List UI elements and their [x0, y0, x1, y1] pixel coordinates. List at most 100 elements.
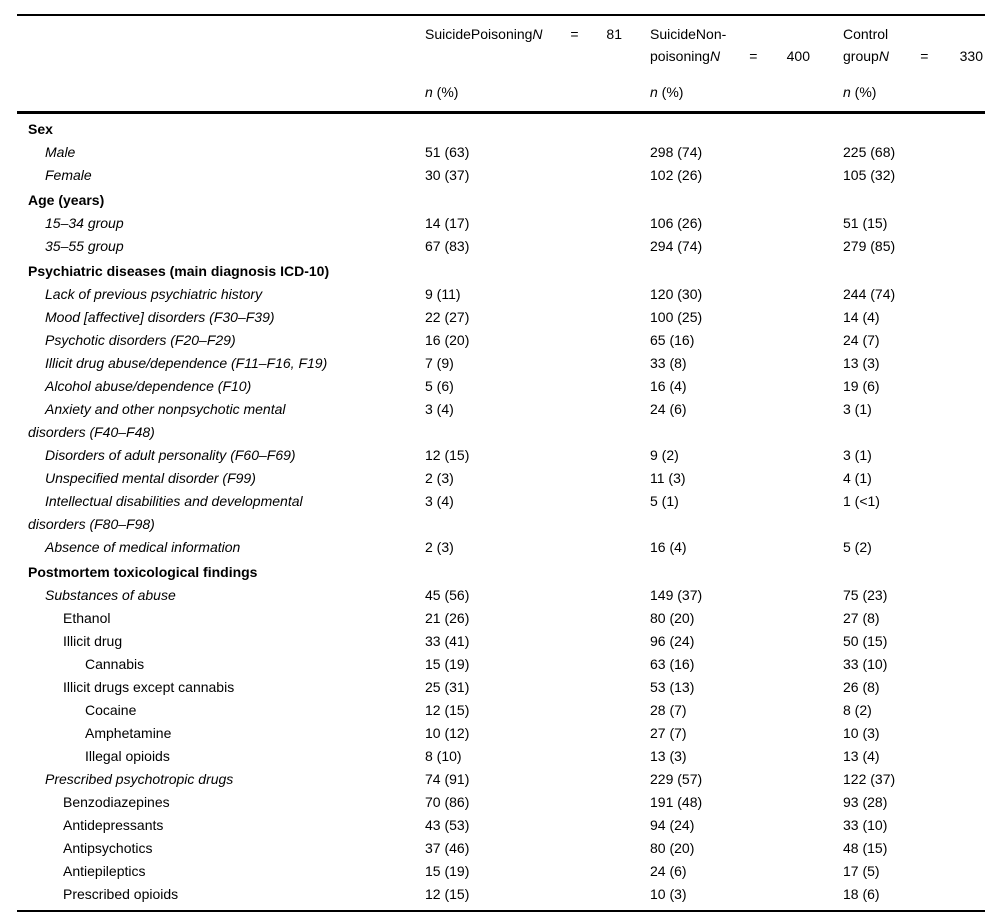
row-label: Illicit drugs except cannabis — [17, 676, 425, 699]
cell-suicide-nonpoisoning: 191 (48) — [650, 794, 703, 810]
row-label-text: Prescribed psychotropic drugs — [45, 771, 234, 787]
row-label-text: Antidepressants — [63, 817, 164, 833]
row-label: Amphetamine — [17, 722, 425, 745]
row-label: Cocaine — [17, 699, 425, 722]
cell-suicide-poisoning: 30 (37) — [425, 167, 470, 183]
group-count: 400 — [786, 48, 810, 64]
cell-control-group: 51 (15) — [843, 215, 888, 231]
row-label: Psychotic disorders (F20–F29) — [17, 329, 425, 352]
col-header-line: poisoningN = 400 — [650, 45, 810, 67]
table-row: Age (years) — [17, 189, 985, 212]
table-row: Antidepressants 43 (53) 94 (24) 33 (10) — [17, 814, 985, 837]
cell-control-group: 93 (28) — [843, 794, 888, 810]
row-label-text: Disorders of adult personality (F60–F69) — [45, 447, 296, 463]
cell-control-group: 14 (4) — [843, 309, 880, 325]
row-label: Antipsychotics — [17, 837, 425, 860]
cell-control-group — [843, 260, 985, 283]
n-percent-label: n (%) — [843, 81, 985, 103]
cell-suicide-nonpoisoning: 24 (6) — [650, 863, 687, 879]
table-row: Psychotic disorders (F20–F29) 16 (20) 65 (… — [17, 329, 985, 352]
row-label: Intellectual disabilities and developmen… — [17, 490, 425, 536]
table-row: Antiepileptics 15 (19) 24 (6) 17 (5) — [17, 860, 985, 883]
row-label-text: Benzodiazepines — [63, 794, 170, 810]
table-row: Disorders of adult personality (F60–F69)… — [17, 444, 985, 467]
group-name-text: group — [843, 48, 879, 64]
cell-suicide-nonpoisoning: 63 (16) — [650, 656, 695, 672]
cell-control-group: 13 (4) — [843, 748, 880, 764]
cell-control-group: 279 (85) — [843, 238, 896, 254]
table-row: Cannabis 15 (19) 63 (16) 33 (10) — [17, 653, 985, 676]
row-label: Male — [17, 141, 425, 164]
table-row: Cocaine 12 (15) 28 (7) 8 (2) — [17, 699, 985, 722]
group-name: poisoningN — [650, 45, 720, 67]
group-count: 330 — [959, 48, 983, 64]
cell-suicide-nonpoisoning: 16 (4) — [650, 378, 687, 394]
row-label-continuation: disorders (F40–F48) — [28, 424, 155, 440]
cell-control-group: 18 (6) — [843, 886, 880, 902]
table-row: Absence of medical information 2 (3) 16 (4… — [17, 536, 985, 559]
row-label-text: Anxiety and other nonpsychotic mental — [45, 401, 286, 417]
table-row: Lack of previous psychiatric history 9 (1… — [17, 283, 985, 306]
row-label: Illegal opioids — [17, 745, 425, 768]
cell-control-group: 3 (1) — [843, 447, 872, 463]
cell-suicide-poisoning: 2 (3) — [425, 470, 454, 486]
table-row: Amphetamine 10 (12) 27 (7) 10 (3) — [17, 722, 985, 745]
cell-suicide-nonpoisoning: 5 (1) — [650, 493, 679, 509]
row-label: Ethanol — [17, 607, 425, 630]
row-label: Antiepileptics — [17, 860, 425, 883]
cell-control-group: 5 (2) — [843, 539, 872, 555]
table-row: Unspecified mental disorder (F99) 2 (3) 11… — [17, 467, 985, 490]
cell-control-group: 10 (3) — [843, 725, 880, 741]
row-label-text: Intellectual disabilities and developmen… — [45, 493, 303, 509]
cell-suicide-nonpoisoning: 27 (7) — [650, 725, 687, 741]
cell-suicide-nonpoisoning: 53 (13) — [650, 679, 695, 695]
cell-suicide-nonpoisoning: 10 (3) — [650, 886, 687, 902]
cell-control-group: 26 (8) — [843, 679, 880, 695]
row-label: Benzodiazepines — [17, 791, 425, 814]
cell-control-group: 105 (32) — [843, 167, 896, 183]
row-label-text: Sex — [28, 121, 53, 137]
cell-suicide-nonpoisoning: 120 (30) — [650, 286, 703, 302]
row-label-text: Cannabis — [85, 656, 145, 672]
cell-suicide-nonpoisoning: 80 (20) — [650, 840, 695, 856]
row-label: Illicit drug abuse/dependence (F11–F16, … — [17, 352, 425, 375]
cell-suicide-nonpoisoning: 13 (3) — [650, 748, 687, 764]
table-row: Antipsychotics 37 (46) 80 (20) 48 (15) — [17, 837, 985, 860]
col-header-suicide-poisoning: SuicidePoisoningN = 81 — [425, 23, 650, 45]
cell-suicide-poisoning: 22 (27) — [425, 309, 470, 325]
equals-sign: = — [570, 26, 579, 42]
group-name-text: SuicidePoisoning — [425, 26, 533, 42]
row-label-text: Illicit drugs except cannabis — [63, 679, 235, 695]
cell-suicide-poisoning — [425, 561, 650, 584]
row-label-text: Illicit drug abuse/dependence (F11–F16, … — [45, 355, 328, 371]
row-label: Prescribed psychotropic drugs — [17, 768, 425, 791]
row-label: Unspecified mental disorder (F99) — [17, 467, 425, 490]
table-row: Female 30 (37) 102 (26) 105 (32) — [17, 164, 985, 187]
cell-suicide-poisoning: 8 (10) — [425, 748, 462, 764]
cell-control-group: 19 (6) — [843, 378, 880, 394]
row-label-text: Illicit drug — [63, 633, 123, 649]
cell-suicide-poisoning: 12 (15) — [425, 447, 470, 463]
row-label-text: Alcohol abuse/dependence (F10) — [45, 378, 252, 394]
cell-suicide-poisoning: 16 (20) — [425, 332, 470, 348]
cell-suicide-nonpoisoning: 9 (2) — [650, 447, 679, 463]
table-row: Alcohol abuse/dependence (F10) 5 (6) 16 (4… — [17, 375, 985, 398]
equals-sign: = — [749, 48, 758, 64]
table-row: Mood [affective] disorders (F30–F39) 22 (… — [17, 306, 985, 329]
cell-control-group: 33 (10) — [843, 656, 888, 672]
row-label: Age (years) — [17, 189, 425, 212]
n-symbol: N — [878, 48, 889, 64]
cell-suicide-poisoning: 3 (4) — [425, 401, 454, 417]
percent-text: (%) — [657, 84, 684, 100]
cell-suicide-poisoning: 15 (19) — [425, 863, 470, 879]
row-label: Absence of medical information — [17, 536, 425, 559]
cell-control-group: 1 (<1) — [843, 493, 880, 509]
cell-suicide-nonpoisoning: 16 (4) — [650, 539, 687, 555]
cell-suicide-nonpoisoning — [650, 561, 843, 584]
cell-suicide-nonpoisoning: 106 (26) — [650, 215, 703, 231]
cell-control-group — [843, 561, 985, 584]
cell-suicide-poisoning: 14 (17) — [425, 215, 470, 231]
n-symbol: n — [425, 84, 433, 100]
cell-suicide-nonpoisoning: 28 (7) — [650, 702, 687, 718]
percent-text: (%) — [432, 84, 459, 100]
